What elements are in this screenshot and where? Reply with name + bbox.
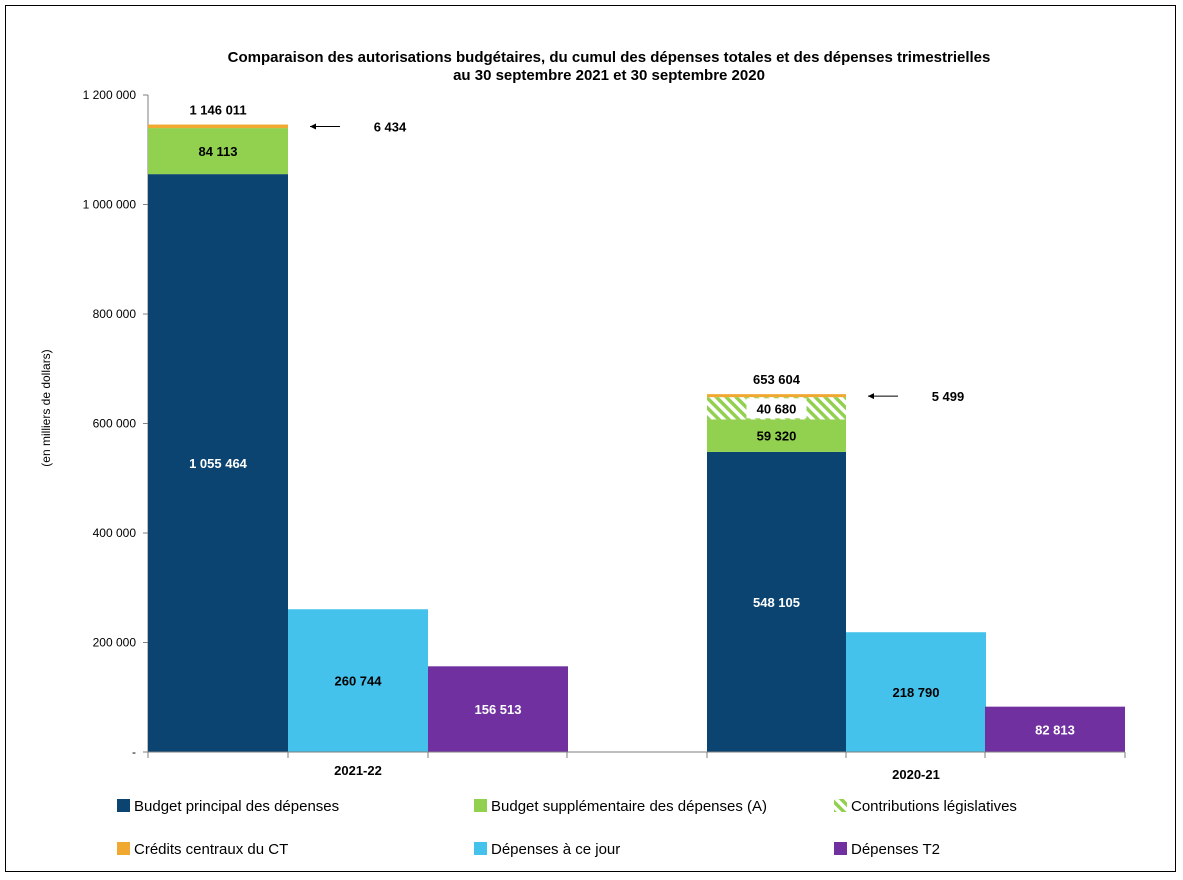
data-label-supplementaire: 59 320 bbox=[757, 429, 797, 444]
y-tick-label: 800 000 bbox=[93, 307, 137, 321]
data-label-a-ce-jour: 218 790 bbox=[893, 685, 940, 700]
data-label-t2: 156 513 bbox=[475, 702, 522, 717]
legend-swatch-t2 bbox=[834, 842, 847, 855]
data-label-credits: 5 499 bbox=[932, 389, 965, 404]
y-tick-label: 200 000 bbox=[93, 636, 137, 650]
y-tick-label: 1 200 000 bbox=[83, 88, 137, 102]
data-labels-layer: 1 055 464 84 113 6 434 1 146 011 260 744 156 … bbox=[189, 103, 1075, 738]
legend: Budget principal des dépenses Budget supp… bbox=[117, 798, 1017, 858]
data-label-total: 653 604 bbox=[753, 372, 801, 387]
data-label-a-ce-jour: 260 744 bbox=[335, 674, 383, 689]
bar-segment-credits bbox=[707, 394, 846, 398]
data-label-total: 1 146 011 bbox=[189, 103, 246, 118]
legend-swatch-credits bbox=[117, 842, 130, 855]
bars-layer bbox=[148, 124, 1125, 753]
credits-arrow-head bbox=[868, 393, 874, 400]
y-tick-label: - bbox=[132, 745, 136, 759]
data-label-legislatives-bg bbox=[746, 398, 807, 419]
legend-swatch-a_ce_jour bbox=[474, 842, 487, 855]
y-tick-label: 1 000 000 bbox=[83, 198, 137, 212]
y-tick-label: 400 000 bbox=[93, 526, 137, 540]
chart-frame bbox=[5, 5, 1176, 872]
legend-label-a_ce_jour: Dépenses à ce jour bbox=[491, 841, 620, 858]
data-label-principal: 1 055 464 bbox=[189, 456, 248, 471]
bar-t2 bbox=[985, 706, 1125, 752]
legend-swatch-principal bbox=[117, 799, 130, 812]
y-tick-label: 600 000 bbox=[93, 417, 137, 431]
chart-title-line2: au 30 septembre 2021 et 30 septembre 202… bbox=[453, 67, 765, 84]
x-axis: 2021-22 2020-21 bbox=[147, 751, 1126, 782]
y-axis-label: (en milliers de dollars) bbox=[39, 349, 53, 466]
legend-label-supplementaire: Budget supplémentaire des dépenses (A) bbox=[491, 798, 767, 815]
bar-a-ce-jour bbox=[288, 609, 428, 752]
legend-swatch-legislatives bbox=[834, 799, 847, 812]
data-label-legislatives: 40 680 bbox=[757, 401, 797, 416]
credits-arrow-head bbox=[310, 123, 316, 130]
data-label-t2: 82 813 bbox=[1035, 722, 1075, 737]
legend-label-legislatives: Contributions législatives bbox=[851, 798, 1017, 815]
data-label-supplementaire: 84 113 bbox=[198, 144, 237, 159]
legend-label-principal: Budget principal des dépenses bbox=[134, 798, 339, 815]
bar-segment-supplementaire bbox=[148, 128, 288, 175]
bar-t2 bbox=[428, 666, 568, 752]
x-category-label: 2020-21 bbox=[892, 767, 940, 782]
legend-label-t2: Dépenses T2 bbox=[851, 841, 940, 858]
legend-swatch-supplementaire bbox=[474, 799, 487, 812]
chart-title-line1: Comparaison des autorisations budgétaire… bbox=[228, 49, 991, 66]
bar-segment-principal bbox=[148, 174, 288, 753]
bar-segment-credits bbox=[148, 124, 288, 129]
bar-segment-supplementaire bbox=[707, 419, 846, 452]
bar-segment-principal bbox=[707, 451, 846, 752]
x-category-label: 2021-22 bbox=[334, 763, 382, 778]
data-label-credits: 6 434 bbox=[374, 120, 407, 135]
data-label-principal: 548 105 bbox=[753, 595, 800, 610]
y-axis: - 200 000 400 000 600 000 800 000 1 000 000 1 … bbox=[83, 88, 149, 759]
legend-label-credits: Crédits centraux du CT bbox=[134, 841, 288, 858]
bar-a-ce-jour bbox=[846, 632, 986, 752]
